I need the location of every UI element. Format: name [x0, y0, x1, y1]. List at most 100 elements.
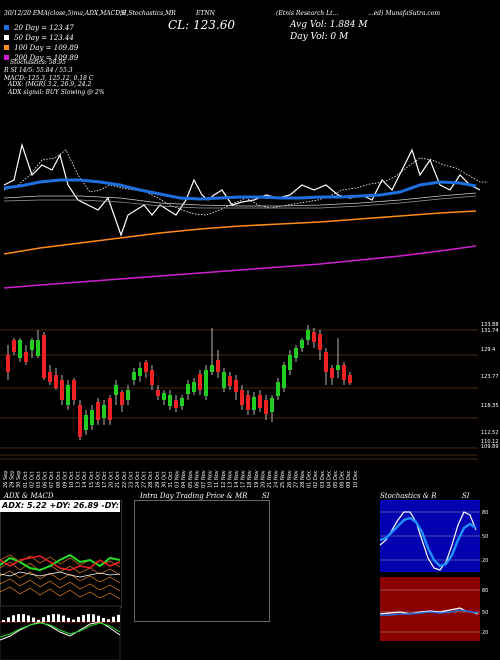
- candle-down: [198, 374, 202, 390]
- candle-down: [258, 395, 262, 408]
- date-label: 07 Oct: [49, 471, 55, 488]
- date-label: 26 Sep: [3, 471, 9, 488]
- candle-up: [186, 384, 190, 394]
- price-label: 129.4: [481, 347, 495, 353]
- candle-up: [102, 405, 106, 418]
- info-line: 30/12/20 EMA(close,5)ma,ADX,MACD,S: [4, 10, 126, 17]
- color-swatch: [4, 55, 9, 60]
- candle-down: [348, 375, 352, 383]
- candle-down: [324, 352, 328, 372]
- candle-up: [30, 340, 34, 350]
- date-label: 08 Dec: [340, 470, 346, 488]
- date-label: 16 Oct: [95, 471, 101, 488]
- ma-legend: 20 Day = 123.47 50 Day = 123.44 100 Day …: [4, 20, 79, 62]
- candle-down: [240, 390, 244, 405]
- date-label: 03 Dec: [320, 470, 326, 488]
- date-label: 04 Dec: [326, 470, 332, 488]
- date-label: 02 Dec: [313, 470, 319, 488]
- date-label: 14 Oct: [82, 471, 88, 488]
- candle-down: [318, 334, 322, 350]
- candle-up: [132, 372, 136, 380]
- candle-down: [330, 368, 334, 378]
- candle-up: [222, 372, 226, 388]
- date-label: 30 Sep: [16, 471, 22, 488]
- date-label: 08 Oct: [56, 471, 62, 488]
- company-label-2: ...ed) MunafaSutra.com: [368, 10, 441, 17]
- candle-down: [96, 402, 100, 420]
- ma-100-line: [3, 210, 477, 255]
- candle-up: [252, 397, 256, 410]
- date-label: 10 Nov: [208, 470, 214, 488]
- date-label: 04 Nov: [181, 470, 187, 488]
- candle-up: [210, 365, 214, 372]
- intraday-panel-title: Intra Day Trading Price & MR: [140, 492, 248, 500]
- candle-down: [150, 370, 154, 385]
- date-label: 26 Nov: [287, 470, 293, 488]
- date-label: 03 Oct: [36, 471, 42, 488]
- ma-label: 20 Day = 123.47: [14, 24, 74, 32]
- candle-down: [42, 335, 46, 378]
- candle-down: [156, 390, 160, 396]
- ma-legend-item-200: 200 Day = 109.89: [4, 50, 79, 62]
- stochastics-panel: [380, 500, 480, 572]
- candle-up: [282, 365, 286, 388]
- date-label: 18 Nov: [247, 470, 253, 488]
- symbol-label: ETNN: [196, 10, 215, 17]
- date-axis: 26 Sep 29 Sep 30 Sep 01 Oct 02 Oct 03 Oct 06 O…: [3, 470, 359, 488]
- date-label: 19 Nov: [254, 470, 260, 488]
- candle-down: [246, 395, 250, 410]
- candle-up: [90, 410, 94, 425]
- date-label: 15 Oct: [89, 471, 95, 488]
- ma-200-line: [3, 245, 477, 289]
- adx-panel: [0, 500, 122, 608]
- candle-up: [336, 365, 340, 370]
- candles-group: [6, 325, 352, 440]
- date-label: 30 Oct: [161, 471, 167, 488]
- intraday-panel: [134, 500, 270, 622]
- ma-label: 100 Day = 109.89: [14, 44, 79, 52]
- candle-down: [216, 360, 220, 372]
- color-swatch: [4, 25, 9, 30]
- date-label: 07 Nov: [201, 470, 207, 488]
- date-label: 12 Nov: [221, 470, 227, 488]
- candle-down: [48, 372, 52, 382]
- candle-up: [192, 382, 196, 392]
- ma-50-line: [3, 192, 477, 207]
- candle-down: [24, 352, 28, 362]
- close-price-label: CL: 123.60: [168, 18, 235, 32]
- candle-up: [84, 415, 88, 430]
- price-label: 123.77: [481, 374, 499, 380]
- candle-down: [312, 332, 316, 342]
- rsi-panel: [380, 577, 480, 641]
- company-label: (Etnis Research Lt...: [276, 10, 339, 17]
- candle-down: [12, 340, 16, 352]
- candle-down: [120, 392, 124, 405]
- date-label: 27 Nov: [293, 470, 299, 488]
- ma-legend-item-20: 20 Day = 123.47: [4, 20, 78, 32]
- candle-up: [294, 348, 298, 358]
- date-label: 02 Oct: [29, 471, 35, 488]
- candle-up: [180, 398, 184, 406]
- date-label: 05 Dec: [333, 470, 339, 488]
- candle-down: [342, 365, 346, 380]
- ma-50-line-2: [3, 195, 477, 209]
- price-label: 118.35: [481, 403, 499, 409]
- date-label: 22 Oct: [122, 471, 128, 488]
- date-label: 21 Oct: [115, 471, 121, 488]
- candle-up: [138, 368, 142, 376]
- candle-down: [228, 376, 232, 386]
- candle-up: [126, 390, 130, 400]
- intraday-panel-si: SI: [262, 492, 270, 500]
- date-label: 03 Nov: [175, 470, 181, 488]
- candle-down: [6, 355, 10, 372]
- date-label: 20 Oct: [109, 471, 115, 488]
- date-label: 05 Nov: [188, 470, 194, 488]
- date-label: 20 Nov: [260, 470, 266, 488]
- date-label: 27 Oct: [142, 471, 148, 488]
- ma-20-line: [3, 178, 477, 201]
- candle-up: [18, 340, 22, 358]
- ma-label: 200 Day = 109.89: [14, 54, 79, 62]
- candle-up: [36, 340, 40, 356]
- date-label: 01 Oct: [23, 471, 29, 488]
- rsi-value: R SI 14/5: 55.84 / 55.3: [4, 67, 73, 74]
